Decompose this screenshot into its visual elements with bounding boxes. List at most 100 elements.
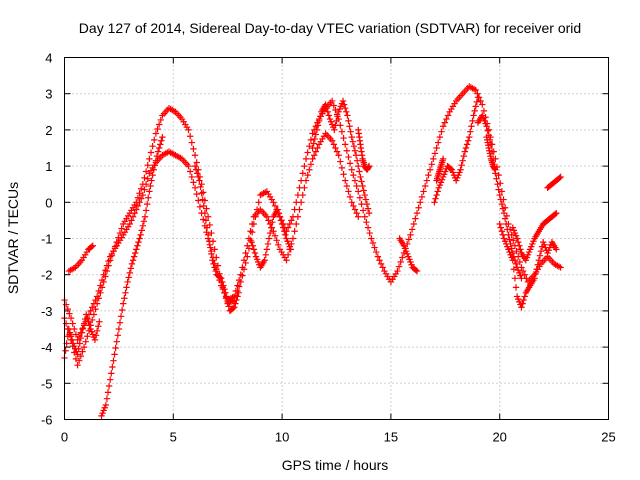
data-point (113, 338, 120, 345)
data-point (426, 166, 434, 173)
data-point (194, 170, 201, 177)
data-point (239, 272, 246, 279)
data-point (261, 257, 268, 264)
data-point (519, 267, 527, 275)
data-point (399, 254, 406, 261)
data-point (474, 94, 482, 101)
data-point (125, 274, 132, 281)
data-point (271, 202, 279, 210)
data-point (334, 113, 341, 120)
data-point (408, 226, 416, 233)
data-point (553, 246, 560, 253)
data-point (394, 267, 401, 275)
data-point (196, 177, 203, 184)
data-point (342, 141, 349, 148)
data-point (439, 155, 447, 163)
data-point (316, 113, 324, 120)
data-point (89, 316, 96, 324)
data-point (151, 161, 159, 169)
data-point (108, 370, 115, 377)
data-point (498, 188, 506, 195)
data-point (245, 235, 253, 242)
data-point (263, 213, 271, 220)
data-point (299, 170, 306, 177)
data-point (353, 157, 361, 164)
data-point (464, 137, 472, 144)
data-point (120, 300, 127, 307)
data-point (349, 138, 357, 145)
data-point (556, 174, 563, 182)
data-point (208, 229, 215, 237)
data-point (356, 194, 364, 201)
data-point (325, 112, 333, 119)
data-point (190, 145, 197, 153)
data-point (95, 287, 102, 295)
y-tick-label: 4 (45, 51, 52, 66)
data-point (331, 126, 338, 134)
data-point (263, 246, 271, 253)
data-point (420, 188, 427, 195)
data-point (140, 218, 148, 225)
data-point (264, 240, 272, 248)
data-point (413, 209, 421, 217)
data-point (395, 263, 403, 270)
data-point (514, 238, 522, 246)
data-point (469, 117, 476, 125)
data-point (255, 199, 262, 206)
data-point (466, 133, 473, 141)
data-point (495, 186, 502, 193)
data-point (498, 228, 506, 235)
data-point (157, 116, 164, 124)
data-point (342, 104, 349, 112)
data-point (358, 200, 365, 208)
data-point (353, 182, 360, 190)
data-point (506, 236, 513, 243)
data-point (351, 206, 359, 213)
data-point (147, 149, 155, 156)
data-point (74, 362, 81, 369)
data-point (462, 144, 470, 152)
data-point (373, 248, 380, 256)
data-point (188, 173, 195, 181)
data-point (417, 199, 424, 206)
data-point (109, 363, 116, 371)
data-point (346, 160, 354, 167)
data-point (235, 289, 242, 296)
data-point (219, 278, 226, 286)
data-point (339, 97, 347, 105)
data-point (210, 260, 217, 268)
data-point (496, 220, 503, 228)
data-point (67, 333, 75, 340)
data-point (363, 219, 370, 226)
data-point (348, 166, 355, 173)
data-point (203, 224, 211, 231)
data-point (461, 148, 469, 155)
data-point (249, 242, 256, 249)
data-point (86, 322, 93, 329)
data-point (151, 136, 158, 144)
data-point (221, 285, 228, 293)
data-point (536, 252, 544, 259)
data-point (79, 324, 87, 332)
series-track-m (483, 133, 499, 173)
data-point (154, 125, 161, 133)
data-point (433, 144, 440, 152)
data-point (361, 213, 368, 220)
data-point (501, 215, 509, 222)
y-tick-label: -3 (41, 304, 53, 319)
data-point (91, 336, 99, 344)
data-point (204, 213, 212, 220)
data-point (333, 117, 340, 125)
y-tick-label: -1 (41, 232, 53, 247)
data-point (62, 320, 70, 327)
data-point (309, 155, 316, 163)
data-point (299, 191, 306, 199)
y-tick-label: 2 (45, 123, 52, 138)
data-point (512, 284, 520, 291)
data-point (343, 147, 351, 154)
data-point (312, 148, 320, 155)
data-point (340, 134, 347, 142)
data-point (460, 152, 467, 160)
data-point (104, 389, 112, 396)
data-point (516, 242, 523, 249)
